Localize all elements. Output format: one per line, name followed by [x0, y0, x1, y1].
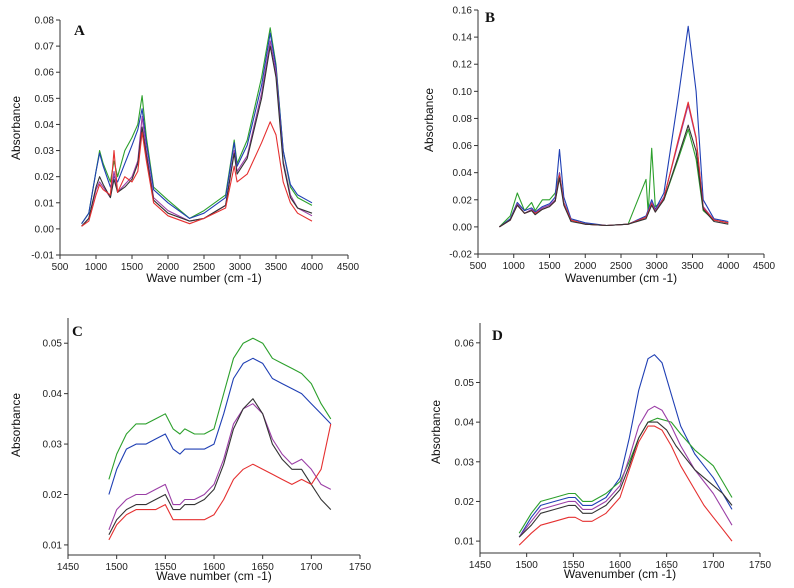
- y-tick-label: 0.03: [43, 440, 63, 451]
- spectrum-line-1: [518, 354, 733, 538]
- x-axis-label: Wave number (cm -1): [146, 271, 262, 285]
- x-tick-label: 1000: [85, 262, 108, 273]
- spectrum-line-5: [108, 423, 332, 541]
- x-tick-label: 1500: [106, 562, 129, 573]
- x-tick-label: 1550: [154, 562, 177, 573]
- spectrum-line-3: [518, 405, 733, 538]
- y-tick-label: 0.08: [453, 114, 473, 125]
- y-tick-label: 0.03: [35, 146, 55, 157]
- x-tick-label: 2000: [157, 262, 180, 273]
- spectrum-line-4: [518, 421, 733, 538]
- y-tick-label: 0.05: [35, 94, 55, 105]
- x-tick-label: 3500: [265, 262, 288, 273]
- y-tick-label: 0.10: [453, 87, 473, 98]
- x-tick-label: 1450: [469, 560, 492, 571]
- x-tick-label: 2500: [193, 262, 216, 273]
- x-tick-label: 1500: [121, 262, 144, 273]
- x-tick-label: 500: [52, 262, 69, 273]
- y-tick-label: 0.06: [455, 338, 475, 349]
- spectrum-line-5: [518, 425, 733, 546]
- x-axis-label: Wavenumber (cm -1): [565, 271, 677, 285]
- y-tick-label: 0.00: [453, 222, 473, 233]
- y-tick-label: 0.06: [453, 141, 473, 152]
- panel-letter: B: [485, 10, 495, 26]
- y-axis-label: Absorbance: [9, 393, 23, 457]
- x-tick-label: 1650: [252, 562, 275, 573]
- x-tick-label: 4000: [301, 262, 324, 273]
- x-tick-label: 4500: [753, 261, 776, 272]
- y-tick-label: 0.05: [43, 339, 63, 350]
- spectrum-line-2: [518, 417, 733, 534]
- x-tick-label: 1000: [503, 261, 526, 272]
- y-tick-label: -0.01: [31, 251, 54, 262]
- spectrum-line-1: [81, 27, 313, 225]
- y-tick-label: 0.04: [455, 418, 475, 429]
- x-tick-label: 1500: [538, 261, 561, 272]
- panel-letter: C: [72, 324, 83, 340]
- x-tick-label: 3500: [681, 261, 704, 272]
- spectrum-line-1: [108, 337, 332, 480]
- spectrum-line-2: [108, 357, 332, 495]
- y-axis-label: Absorbance: [429, 400, 443, 464]
- spectrum-line-4: [81, 45, 313, 227]
- spectrum-line-5: [81, 121, 313, 227]
- x-tick-label: 1750: [749, 560, 772, 571]
- x-axis-label: Wavenumber (cm -1): [564, 567, 676, 581]
- y-tick-label: 0.16: [453, 6, 473, 17]
- x-tick-label: 500: [470, 261, 487, 272]
- panel-c: C Absorbance Wave number (cm -1) 1450 150…: [9, 318, 372, 583]
- x-axis-label: Wave number (cm -1): [156, 569, 272, 583]
- x-tick-label: 1600: [609, 560, 632, 571]
- panel-a: A Absorbance Wave number (cm -1) 500 1000…: [9, 16, 360, 286]
- x-tick-label: 1550: [562, 560, 585, 571]
- x-tick-label: 1750: [349, 562, 372, 573]
- y-tick-label: 0.03: [455, 457, 475, 468]
- spectrum-line-3: [81, 40, 313, 227]
- x-tick-label: 3000: [646, 261, 669, 272]
- y-tick-label: -0.02: [449, 250, 472, 261]
- x-tick-label: 1600: [203, 562, 226, 573]
- y-tick-label: 0.08: [35, 16, 55, 27]
- y-tick-label: 0.04: [453, 168, 473, 179]
- x-tick-label: 1650: [656, 560, 679, 571]
- spectrum-line-2: [499, 25, 729, 228]
- y-tick-label: 0.00: [35, 224, 55, 235]
- spectrum-line-4: [108, 398, 332, 536]
- panel-letter: D: [492, 328, 503, 344]
- y-tick-label: 0.02: [35, 172, 55, 183]
- y-tick-label: 0.01: [455, 537, 475, 548]
- y-tick-label: 0.02: [453, 195, 473, 206]
- x-tick-label: 1700: [300, 562, 323, 573]
- spectrum-line-3: [108, 403, 332, 530]
- y-axis-label: Absorbance: [422, 88, 436, 152]
- x-tick-label: 2000: [574, 261, 597, 272]
- y-tick-label: 0.04: [35, 120, 55, 131]
- panel-b: B Absorbance Wavenumber (cm -1) 500 1000 1…: [422, 6, 776, 286]
- x-tick-label: 4000: [717, 261, 740, 272]
- x-tick-label: 1700: [702, 560, 725, 571]
- panel-letter: A: [74, 23, 85, 39]
- y-tick-label: 0.02: [43, 490, 63, 501]
- y-tick-label: 0.05: [455, 378, 475, 389]
- y-tick-label: 0.14: [453, 33, 473, 44]
- x-tick-label: 4500: [337, 262, 360, 273]
- y-tick-label: 0.04: [43, 389, 63, 400]
- panel-d: D Absorbance Wavenumber (cm -1) 1450 1500…: [429, 323, 772, 581]
- y-tick-label: 0.01: [43, 540, 63, 551]
- x-tick-label: 2500: [610, 261, 633, 272]
- x-tick-label: 1450: [57, 562, 80, 573]
- x-tick-label: 1500: [516, 560, 539, 571]
- y-tick-label: 0.01: [35, 198, 55, 209]
- y-tick-label: 0.06: [35, 68, 55, 79]
- spectrum-line-2: [81, 32, 313, 225]
- y-tick-label: 0.07: [35, 42, 55, 53]
- spectrum-line-5: [499, 124, 729, 228]
- y-tick-label: 0.12: [453, 60, 473, 71]
- x-tick-label: 3000: [229, 262, 252, 273]
- y-axis-label: Absorbance: [9, 96, 23, 160]
- y-tick-label: 0.02: [455, 497, 475, 508]
